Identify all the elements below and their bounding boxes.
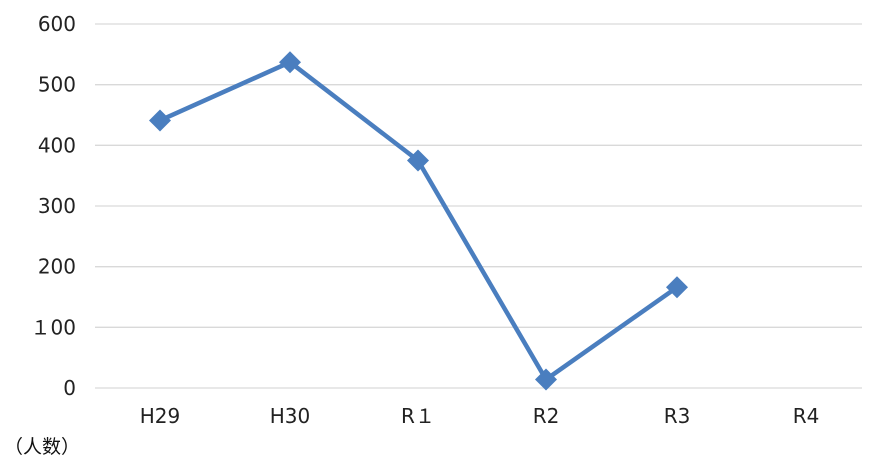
- y-tick-label: １00: [31, 315, 76, 339]
- y-tick-label: 300: [38, 194, 76, 218]
- gridlines: [95, 24, 862, 388]
- series-line: [160, 62, 677, 379]
- y-tick-label: 0: [63, 376, 76, 400]
- y-tick-label: 600: [38, 12, 76, 36]
- x-tick-label: R１: [401, 404, 435, 428]
- data-point-marker: [149, 109, 171, 131]
- x-tick-label: H29: [140, 404, 181, 428]
- x-tick-label: R3: [664, 404, 691, 428]
- y-tick-label: 400: [38, 133, 76, 157]
- x-axis-ticks: H29 H30 R１ R2 R3 R4: [140, 404, 820, 428]
- series-group: [149, 51, 688, 390]
- y-axis-ticks: 0 １00 200 300 400 500 600: [31, 12, 76, 400]
- y-tick-label: 500: [38, 73, 76, 97]
- y-axis-unit-label: （人数）: [4, 432, 80, 459]
- x-tick-label: H30: [270, 404, 311, 428]
- x-tick-label: R4: [793, 404, 820, 428]
- x-tick-label: R2: [533, 404, 560, 428]
- y-tick-label: 200: [38, 255, 76, 279]
